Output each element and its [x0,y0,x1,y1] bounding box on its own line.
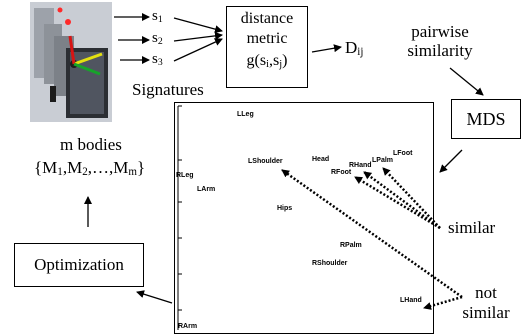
arrow-similar-to-rhand [363,170,441,230]
similar-label: similar [448,218,496,237]
dij-sub: ij [357,46,364,58]
formula-prefix: g(s [246,52,267,69]
plot-label-head: Head [312,156,330,163]
arrow-s3-to-metric [173,38,223,62]
plot-label-lfoot: LFoot [393,150,413,157]
pairwise-line2: similarity [407,41,473,60]
not-similar-line1: not [475,283,497,302]
arrow-plot-to-optimization [136,290,173,304]
set-open: {M [34,158,58,177]
signature-s1-base: s [152,8,158,24]
mds-label: MDS [466,109,506,129]
mds-plot-axis [177,105,182,330]
set-sub-m: m [128,166,137,178]
set-close: } [136,158,146,177]
plot-label-rleg: RLeg [176,172,194,179]
set-sub-2: 2 [82,166,88,178]
dij-base: D [345,38,358,57]
plot-label-hips: Hips [277,205,293,212]
optimization-label: Optimization [34,255,124,274]
plot-label-rpalm: RPalm [340,242,362,249]
distance-metric-line1: distance [240,10,294,27]
distance-metric-box [226,6,308,88]
signature-s3-base: s [152,51,158,67]
m-bodies-set: {M1,M2,…,Mm} [34,158,145,178]
plot-label-lshoulder: LShoulder [248,158,283,165]
formula-mid: ,s [269,52,280,69]
arrow-notsimilar-to-lshoulder [281,168,463,299]
mds-plot [174,102,434,334]
m-bodies-label: m bodies [60,135,122,154]
pairwise-similarity-label: pairwise similarity [400,22,480,60]
formula-sub-i: i [266,59,269,70]
arrow-similar-to-lpalm [382,167,441,229]
arrow-mds-to-plot [439,149,463,173]
arrow-notsimilar-to-lhand [423,295,463,310]
plot-label-larm: LArm [197,186,216,193]
skeleton-signature-image [30,2,112,122]
signature-s2-sub: 2 [157,36,163,47]
signatures-label: Signatures [132,80,204,99]
arrow-similarity-to-mds [449,67,484,96]
arrow-metric-to-dij [311,44,342,53]
plot-label-rshoulder: RShoulder [312,260,348,267]
optimization-box: Optimization [14,243,144,287]
arrow-similar-to-rfoot [354,175,441,230]
signature-s3: s3 [152,51,163,68]
set-comma-1: ,M [62,158,83,177]
plot-label-rhand: RHand [349,162,372,169]
not-similar-line2: similar [462,303,510,322]
signature-s1: s1 [152,8,163,25]
not-similar-label: not similar [456,283,516,323]
signature-s1-sub: 1 [157,14,163,25]
mds-box: MDS [451,99,521,139]
plot-label-rfoot: RFoot [331,169,352,176]
set-comma-2: ,…,M [87,158,129,177]
distance-metric-line2: metric [246,30,288,47]
arrow-s1-to-metric [173,17,223,34]
formula-sub-j: j [279,59,283,70]
formula-suffix: ) [282,52,288,69]
signature-s3-sub: 3 [157,57,163,68]
plot-label-lleg: LLeg [237,111,254,118]
arrow-s2-to-metric [173,31,223,42]
distance-metric-formula: g(si,sj) [226,52,308,70]
pairwise-line1: pairwise [411,22,469,41]
plot-label-lpalm: LPalm [372,157,394,164]
plot-label-lhand: LHand [400,297,422,304]
set-sub-1: 1 [57,166,63,178]
plot-label-rarm: RArm [178,323,198,330]
signature-s2-base: s [152,30,158,46]
signature-s2: s2 [152,30,163,47]
distance-matrix-dij: Dij [345,38,363,58]
